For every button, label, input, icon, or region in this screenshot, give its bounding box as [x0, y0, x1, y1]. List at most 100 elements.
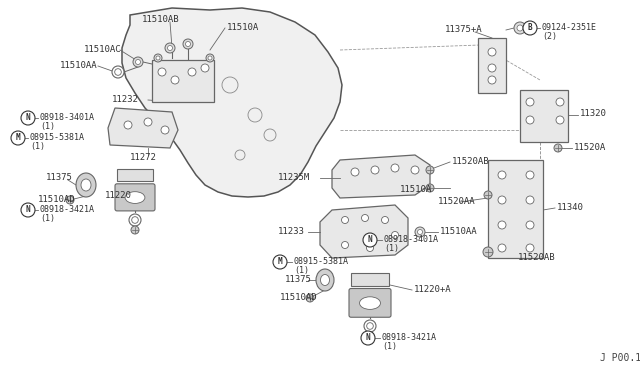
Circle shape	[556, 98, 564, 106]
Circle shape	[342, 241, 349, 248]
Circle shape	[483, 247, 493, 257]
Text: 08918-3421A: 08918-3421A	[40, 205, 95, 215]
Text: 11510AA: 11510AA	[440, 227, 477, 235]
Text: 08915-5381A: 08915-5381A	[30, 134, 85, 142]
Text: 11272: 11272	[130, 154, 157, 163]
Polygon shape	[108, 108, 178, 148]
Text: 11233: 11233	[278, 227, 305, 235]
Text: N: N	[26, 113, 30, 122]
Text: (1): (1)	[294, 266, 309, 276]
Text: (1): (1)	[382, 343, 397, 352]
Circle shape	[171, 76, 179, 84]
Circle shape	[526, 244, 534, 252]
Circle shape	[161, 126, 169, 134]
Text: 11375: 11375	[46, 173, 73, 183]
Text: N: N	[26, 205, 30, 215]
Circle shape	[554, 144, 562, 152]
Circle shape	[498, 244, 506, 252]
Text: 11340: 11340	[557, 202, 584, 212]
Text: 11375: 11375	[285, 275, 312, 283]
Circle shape	[523, 21, 537, 35]
Circle shape	[367, 244, 374, 251]
Text: (1): (1)	[384, 244, 399, 253]
Circle shape	[498, 221, 506, 229]
Text: 11520AB: 11520AB	[452, 157, 490, 166]
Circle shape	[364, 320, 376, 332]
Bar	[478, 38, 506, 93]
Text: 09124-2351E: 09124-2351E	[542, 23, 597, 32]
Circle shape	[514, 22, 526, 34]
Text: 08915-5381A: 08915-5381A	[294, 257, 349, 266]
Bar	[351, 273, 389, 286]
Text: 11520AA: 11520AA	[438, 196, 476, 205]
Circle shape	[488, 64, 496, 72]
Bar	[520, 90, 568, 142]
Text: 11520A: 11520A	[574, 142, 606, 151]
Circle shape	[411, 166, 419, 174]
Circle shape	[415, 227, 425, 237]
Circle shape	[362, 215, 369, 221]
Circle shape	[367, 323, 373, 329]
Text: 11235M: 11235M	[278, 173, 310, 182]
Circle shape	[201, 64, 209, 72]
Text: 11520AB: 11520AB	[518, 253, 556, 262]
Ellipse shape	[316, 269, 334, 291]
Text: (1): (1)	[30, 142, 45, 151]
Polygon shape	[320, 205, 408, 258]
Circle shape	[112, 66, 124, 78]
FancyBboxPatch shape	[115, 184, 155, 211]
Circle shape	[129, 214, 141, 226]
Circle shape	[371, 166, 379, 174]
Bar	[488, 160, 543, 258]
Text: M: M	[16, 134, 20, 142]
Circle shape	[136, 60, 141, 64]
Ellipse shape	[321, 275, 330, 285]
Text: 11320: 11320	[580, 109, 607, 119]
Circle shape	[526, 116, 534, 124]
Ellipse shape	[81, 179, 91, 191]
Text: (1): (1)	[40, 215, 55, 224]
Text: (2): (2)	[542, 32, 557, 42]
Ellipse shape	[125, 192, 145, 203]
Text: 11510AB: 11510AB	[142, 16, 180, 25]
Polygon shape	[122, 8, 342, 197]
Circle shape	[124, 121, 132, 129]
Circle shape	[417, 230, 422, 234]
Circle shape	[208, 56, 212, 60]
Circle shape	[498, 171, 506, 179]
Circle shape	[484, 191, 492, 199]
FancyBboxPatch shape	[349, 289, 391, 317]
Text: B: B	[528, 23, 532, 32]
Circle shape	[21, 111, 35, 125]
Circle shape	[361, 331, 375, 345]
Circle shape	[426, 166, 434, 174]
Circle shape	[498, 196, 506, 204]
Circle shape	[11, 131, 25, 145]
Circle shape	[186, 42, 191, 46]
Circle shape	[488, 76, 496, 84]
Circle shape	[133, 57, 143, 67]
Circle shape	[488, 48, 496, 56]
Text: 08918-3421A: 08918-3421A	[382, 334, 437, 343]
Text: 11510AA: 11510AA	[60, 61, 98, 70]
Circle shape	[188, 68, 196, 76]
Circle shape	[517, 25, 523, 31]
Circle shape	[165, 43, 175, 53]
Circle shape	[183, 39, 193, 49]
Circle shape	[556, 116, 564, 124]
Circle shape	[526, 171, 534, 179]
Circle shape	[156, 56, 160, 60]
Text: M: M	[278, 257, 282, 266]
Polygon shape	[332, 155, 430, 198]
Circle shape	[366, 332, 374, 340]
Circle shape	[115, 69, 122, 75]
Circle shape	[158, 68, 166, 76]
Text: 11232: 11232	[112, 94, 139, 103]
Circle shape	[526, 98, 534, 106]
Circle shape	[206, 54, 214, 62]
Ellipse shape	[360, 297, 380, 310]
Circle shape	[66, 196, 74, 204]
Text: 11510A: 11510A	[227, 22, 259, 32]
Text: 11510A: 11510A	[400, 186, 432, 195]
Circle shape	[342, 217, 349, 224]
